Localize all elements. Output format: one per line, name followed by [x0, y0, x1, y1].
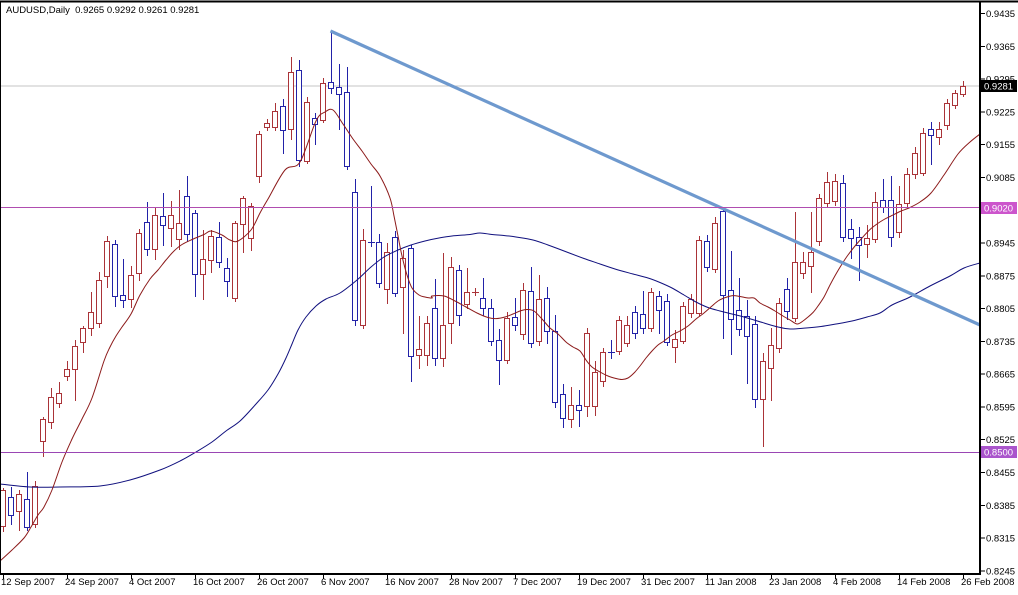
svg-text:24 Sep 2007: 24 Sep 2007	[65, 577, 119, 588]
svg-text:0.8385: 0.8385	[986, 501, 1015, 512]
svg-text:AUDUSD,Daily 0.9265 0.9292 0.: AUDUSD,Daily 0.9265 0.9292 0.9261 0.9281	[6, 5, 199, 16]
svg-text:0.9020: 0.9020	[984, 204, 1013, 215]
svg-text:0.8735: 0.8735	[986, 337, 1015, 348]
svg-text:0.8525: 0.8525	[986, 435, 1015, 446]
svg-text:11 Jan 2008: 11 Jan 2008	[705, 577, 757, 588]
svg-text:4 Oct 2007: 4 Oct 2007	[129, 577, 175, 588]
svg-text:28 Nov 2007: 28 Nov 2007	[449, 577, 503, 588]
svg-text:6 Nov 2007: 6 Nov 2007	[321, 577, 370, 588]
svg-text:16 Oct 2007: 16 Oct 2007	[193, 577, 245, 588]
svg-text:0.9225: 0.9225	[986, 107, 1015, 118]
svg-text:0.9155: 0.9155	[986, 140, 1015, 151]
svg-text:26 Feb 2008: 26 Feb 2008	[961, 577, 1014, 588]
svg-text:0.8665: 0.8665	[986, 370, 1015, 381]
svg-text:16 Nov 2007: 16 Nov 2007	[385, 577, 439, 588]
svg-text:0.8945: 0.8945	[986, 239, 1015, 250]
svg-text:4 Feb 2008: 4 Feb 2008	[833, 577, 881, 588]
svg-text:0.8595: 0.8595	[986, 403, 1015, 414]
svg-text:0.8455: 0.8455	[986, 468, 1015, 479]
svg-text:0.9281: 0.9281	[984, 82, 1013, 93]
svg-text:12 Sep 2007: 12 Sep 2007	[1, 577, 55, 588]
svg-text:7 Dec 2007: 7 Dec 2007	[513, 577, 562, 588]
svg-text:0.8245: 0.8245	[986, 566, 1015, 577]
svg-text:14 Feb 2008: 14 Feb 2008	[897, 577, 950, 588]
svg-text:0.8500: 0.8500	[984, 448, 1013, 459]
svg-text:0.9085: 0.9085	[986, 173, 1015, 184]
svg-text:0.9435: 0.9435	[986, 9, 1015, 20]
svg-text:26 Oct 2007: 26 Oct 2007	[257, 577, 309, 588]
svg-text:31 Dec 2007: 31 Dec 2007	[641, 577, 695, 588]
svg-text:23 Jan 2008: 23 Jan 2008	[769, 577, 821, 588]
svg-text:0.9365: 0.9365	[986, 42, 1015, 53]
svg-text:0.8315: 0.8315	[986, 534, 1015, 545]
svg-text:0.8805: 0.8805	[986, 304, 1015, 315]
svg-text:0.8875: 0.8875	[986, 271, 1015, 282]
svg-text:19 Dec 2007: 19 Dec 2007	[577, 577, 631, 588]
